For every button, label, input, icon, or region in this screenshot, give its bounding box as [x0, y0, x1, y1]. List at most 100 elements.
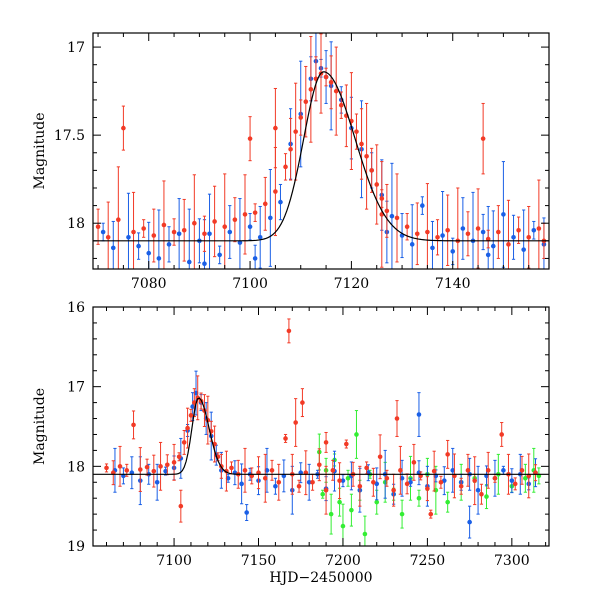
data-point	[416, 412, 422, 417]
data-point	[161, 222, 167, 228]
data-point	[158, 464, 163, 469]
data-point	[264, 468, 270, 473]
data-point	[178, 503, 184, 509]
data-point	[511, 234, 516, 240]
data-point	[105, 234, 111, 240]
x-tick-label: 7250	[410, 553, 446, 569]
data-point	[320, 491, 325, 497]
top-series-red	[95, 33, 547, 269]
data-point	[257, 234, 263, 240]
bottom-light-curve-panel: 7100 7150 7200 7250 7300 16 17 18 19 Magnitude HJD…	[32, 300, 550, 586]
data-point	[192, 220, 197, 226]
data-point	[340, 478, 346, 483]
data-point	[399, 511, 405, 517]
data-point	[344, 441, 349, 447]
bottom-model-curve	[93, 397, 549, 475]
data-point	[475, 226, 481, 231]
data-point	[131, 229, 136, 235]
data-point	[531, 227, 537, 233]
data-point	[499, 432, 505, 437]
bottom-y-axis-label: Magnitude	[32, 388, 48, 465]
y-tick-label: 17	[67, 40, 85, 56]
data-point	[506, 242, 511, 247]
data-point	[131, 422, 136, 428]
data-point	[501, 468, 506, 473]
data-point	[490, 243, 496, 249]
data-point	[232, 217, 238, 222]
x-tick-label: 7080	[131, 276, 167, 292]
data-point	[414, 231, 420, 237]
data-point	[516, 227, 521, 233]
data-point	[185, 425, 190, 431]
data-point	[404, 224, 410, 230]
y-tick-label: 18	[67, 459, 85, 475]
data-point	[244, 510, 249, 515]
data-point	[485, 468, 491, 473]
data-point	[399, 475, 405, 481]
data-point	[445, 227, 450, 233]
data-point	[176, 454, 182, 460]
data-point	[431, 468, 437, 474]
data-point	[154, 479, 160, 485]
data-point	[450, 468, 456, 473]
data-point	[323, 440, 329, 445]
top-y-axis-label: Magnitude	[32, 112, 48, 189]
data-point	[126, 234, 131, 240]
data-point	[171, 460, 177, 465]
data-point	[536, 226, 542, 231]
data-point	[237, 240, 243, 245]
data-point	[306, 479, 312, 485]
data-point	[377, 454, 383, 460]
data-point	[384, 208, 390, 214]
data-point	[137, 467, 143, 472]
data-point	[323, 487, 329, 493]
data-point	[212, 219, 217, 224]
data-point	[151, 468, 157, 474]
data-point	[176, 231, 182, 237]
top-light-curve-panel: 7080 7100 7120 7140 17 17.5 18 Magnitude	[32, 32, 550, 292]
data-point	[450, 249, 456, 254]
data-point	[283, 164, 288, 170]
data-point	[110, 245, 116, 251]
data-point	[404, 481, 410, 487]
data-point	[349, 507, 354, 513]
data-point	[362, 531, 368, 537]
data-point	[323, 74, 329, 80]
x-tick-label: 7100	[156, 553, 192, 569]
bottom-plot-area	[93, 318, 549, 546]
data-point	[207, 231, 212, 237]
data-point	[222, 224, 228, 230]
data-point	[181, 440, 187, 445]
data-point	[146, 250, 152, 256]
x-tick-label: 7120	[334, 276, 370, 292]
data-point	[496, 229, 501, 235]
data-point	[124, 468, 130, 473]
data-point	[364, 153, 369, 159]
data-point	[278, 199, 283, 205]
data-point	[247, 224, 253, 230]
data-point	[227, 229, 233, 235]
x-tick-label: 7200	[325, 553, 361, 569]
data-point	[521, 247, 526, 252]
data-point	[239, 481, 244, 487]
bottom-x-axis-label: HJD−2450000	[269, 570, 372, 586]
y-tick-label: 18	[67, 216, 85, 232]
data-point	[384, 475, 390, 481]
data-point	[163, 468, 168, 474]
data-point	[328, 511, 334, 517]
data-point	[262, 475, 268, 481]
data-point	[398, 468, 403, 473]
x-tick-label: 7300	[494, 553, 530, 569]
data-point	[484, 494, 489, 499]
data-point	[117, 464, 123, 469]
data-point	[492, 475, 498, 481]
data-point	[225, 475, 231, 481]
data-point	[340, 523, 346, 529]
data-point	[357, 483, 363, 489]
data-point	[512, 481, 518, 487]
data-point	[337, 478, 342, 483]
data-point	[425, 229, 430, 235]
data-point	[165, 462, 170, 468]
data-point	[465, 468, 471, 473]
data-point	[273, 483, 278, 489]
